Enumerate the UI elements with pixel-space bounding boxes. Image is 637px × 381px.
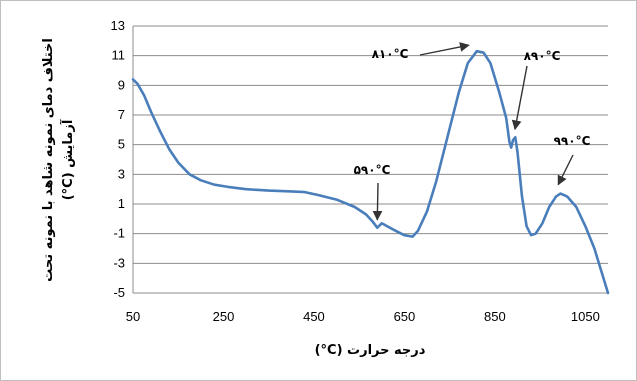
series-line — [131, 49, 610, 295]
y-axis-title-line1: اختلاف دمای نمونه شاهد با نمونه تحت — [41, 38, 56, 282]
x-tick-label: 50 — [126, 309, 140, 324]
gridlines — [132, 25, 608, 294]
x-tick-labels: 50 250 450 650 850 1050 — [126, 309, 600, 324]
y-tick-label: 3 — [118, 166, 125, 181]
annotation-arrows — [372, 42, 574, 221]
annotation-label: ۸۹۰°C — [524, 49, 561, 63]
y-axis-title-line2: آزمایش (C°) — [59, 119, 76, 200]
x-tick-label: 1050 — [571, 309, 600, 324]
y-tick-label: 5 — [118, 137, 125, 152]
annotation-label: ۵۹۰°C — [354, 163, 391, 177]
y-tick-label: 7 — [118, 107, 125, 122]
x-tick-label: 250 — [213, 309, 235, 324]
y-tick-label: 9 — [118, 77, 125, 92]
x-tick-label: 450 — [303, 309, 325, 324]
x-axis-title: درجه حرارت (C°) — [315, 343, 426, 358]
x-tick-label: 650 — [394, 309, 416, 324]
y-tick-label: -3 — [113, 255, 125, 270]
annotation-arrow — [419, 42, 470, 56]
y-tick-label: 11 — [112, 48, 126, 63]
annotation-labels: ۸۱۰°C ۸۹۰°C ۹۹۰°C ۵۹۰°C — [354, 47, 591, 177]
annotation-arrow — [372, 182, 383, 221]
y-tick-label: -1 — [113, 226, 125, 241]
annotation-arrow — [557, 154, 574, 186]
y-tick-label: -5 — [113, 285, 125, 300]
y-tick-label: 13 — [111, 18, 125, 33]
series-group — [131, 49, 610, 295]
annotation-label: ۹۹۰°C — [554, 134, 591, 148]
x-tick-label: 850 — [484, 309, 506, 324]
annotation-label: ۸۱۰°C — [372, 47, 409, 61]
annotation-arrow — [511, 65, 528, 131]
y-tick-label: 1 — [118, 196, 125, 211]
